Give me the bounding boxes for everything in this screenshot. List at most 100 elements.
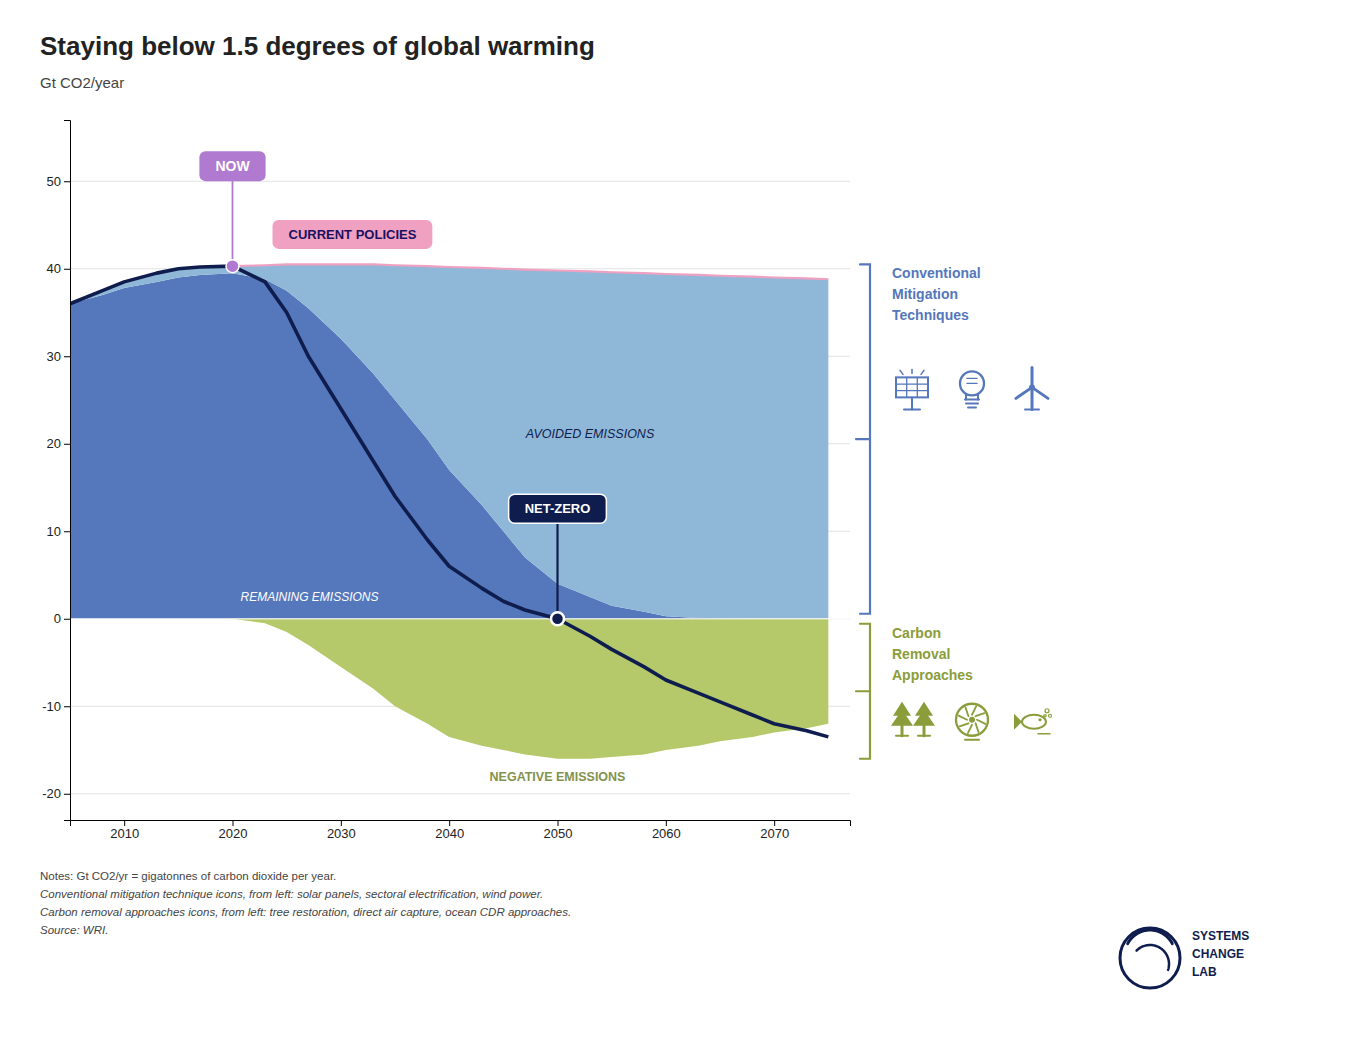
- line: [70, 266, 828, 737]
- icon-part: [1045, 709, 1049, 713]
- tick: 2020: [219, 820, 248, 841]
- tick-label: -10: [42, 699, 61, 714]
- icon-part: [967, 378, 977, 379]
- tick-label: 50: [47, 174, 61, 189]
- now-stem: [232, 181, 234, 266]
- icon-part: [965, 398, 979, 400]
- icon-part: [969, 717, 975, 723]
- subtitle: Gt CO2/year: [40, 74, 124, 91]
- icon-part: [959, 716, 967, 720]
- icon-part: [977, 720, 985, 724]
- icon-part: [896, 735, 908, 737]
- icon-part: [917, 377, 918, 397]
- icon-part: [972, 706, 976, 714]
- now: NOW: [199, 151, 265, 181]
- tick-mark: [64, 181, 70, 182]
- tick: 2040: [435, 820, 464, 841]
- tick-label: 2030: [327, 826, 356, 841]
- tick-label: 2020: [219, 826, 248, 841]
- icon-part: [1029, 384, 1035, 390]
- icon-part: [966, 402, 978, 404]
- tick-label: 2040: [435, 826, 464, 841]
- note: Carbon removal approaches icons, from le…: [40, 906, 571, 918]
- tick-label: 40: [47, 261, 61, 276]
- icon-part: [1031, 387, 1034, 409]
- tick-label: 20: [47, 436, 61, 451]
- icon-part: [1014, 714, 1022, 730]
- tick-label: 30: [47, 349, 61, 364]
- tick-mark: [124, 820, 125, 826]
- panel-label: ConventionalMitigationTechniques: [892, 265, 981, 323]
- tick: 20: [47, 436, 70, 451]
- tick-label: 2010: [110, 826, 139, 841]
- bracket: [856, 264, 870, 613]
- icon-part: [900, 370, 903, 374]
- grid-line: [70, 618, 850, 619]
- tick-mark: [449, 820, 450, 826]
- tick-label: -20: [42, 786, 61, 801]
- icon-part: [968, 406, 976, 408]
- right-panel: ConventionalMitigationTechniques CarbonRe…: [856, 264, 1052, 758]
- icon-part: [1038, 718, 1041, 721]
- tick-mark: [64, 269, 70, 270]
- icon: [956, 704, 988, 740]
- current-policies-label: CURRENT POLICIES: [289, 227, 417, 242]
- icon-part: [923, 726, 926, 736]
- icon-part: [1022, 715, 1046, 729]
- tick-mark: [558, 820, 559, 826]
- icon-part: [1049, 714, 1052, 717]
- area-label: AVOIDED EMISSIONS: [525, 427, 655, 441]
- note: Source: WRI.: [40, 924, 108, 936]
- net-zero: NET-ZERO: [509, 494, 607, 523]
- icon-part: [1025, 408, 1039, 410]
- tick-mark: [774, 820, 775, 826]
- icon-part: [911, 397, 913, 409]
- logo-ring: [1120, 928, 1180, 988]
- icon-part: [913, 710, 935, 726]
- net-zero-dot: [551, 612, 564, 625]
- icon-part: [960, 371, 984, 395]
- icon-part: [901, 726, 904, 736]
- tick-mark: [64, 619, 70, 620]
- tick: -10: [42, 699, 70, 714]
- panel-label: CarbonRemovalApproaches: [892, 625, 973, 683]
- area-label: NEGATIVE EMISSIONS: [490, 770, 626, 784]
- icon-part: [965, 707, 968, 716]
- line: [70, 264, 828, 303]
- icon: [1016, 367, 1048, 409]
- tick-mark: [64, 706, 70, 707]
- icon-part: [968, 725, 972, 733]
- area: [70, 619, 828, 759]
- tick: 10: [47, 524, 70, 539]
- icon-part: [906, 377, 907, 397]
- area-label: REMAINING EMISSIONS: [241, 590, 379, 604]
- tick-mark: [666, 820, 667, 826]
- tick: 30: [47, 349, 70, 364]
- marks: [70, 264, 850, 758]
- plot: 2010202020302040205020602070-20-10010203…: [42, 121, 850, 842]
- tick-label: 0: [54, 611, 61, 626]
- icon-part: [956, 704, 988, 736]
- icon-part: [896, 390, 928, 391]
- icon: [960, 371, 984, 407]
- tick: 50: [47, 174, 70, 189]
- icon-part: [891, 710, 913, 726]
- tick-mark: [341, 820, 342, 826]
- logo-swoosh: [1137, 945, 1169, 970]
- tick-mark: [64, 356, 70, 357]
- tick-mark: [64, 444, 70, 445]
- net-zero-box: [509, 494, 607, 523]
- axis-line: [64, 121, 71, 821]
- axis-line: [71, 821, 851, 827]
- annotations: CURRENT POLICIES NOW NET-ZERO REMAINING EMI…: [199, 151, 655, 784]
- tick: 2070: [760, 820, 789, 841]
- tick-mark: [233, 820, 234, 826]
- icon-part: [976, 713, 985, 716]
- icon: [913, 702, 935, 736]
- icon-part: [1044, 715, 1046, 717]
- y-axis: -20 -10 0 10 20 30 40 50: [42, 121, 70, 821]
- icon-part: [1038, 733, 1050, 735]
- icon: [896, 369, 928, 409]
- tick: -20: [42, 786, 70, 801]
- title: Staying below 1.5 degrees of global warm…: [40, 31, 595, 61]
